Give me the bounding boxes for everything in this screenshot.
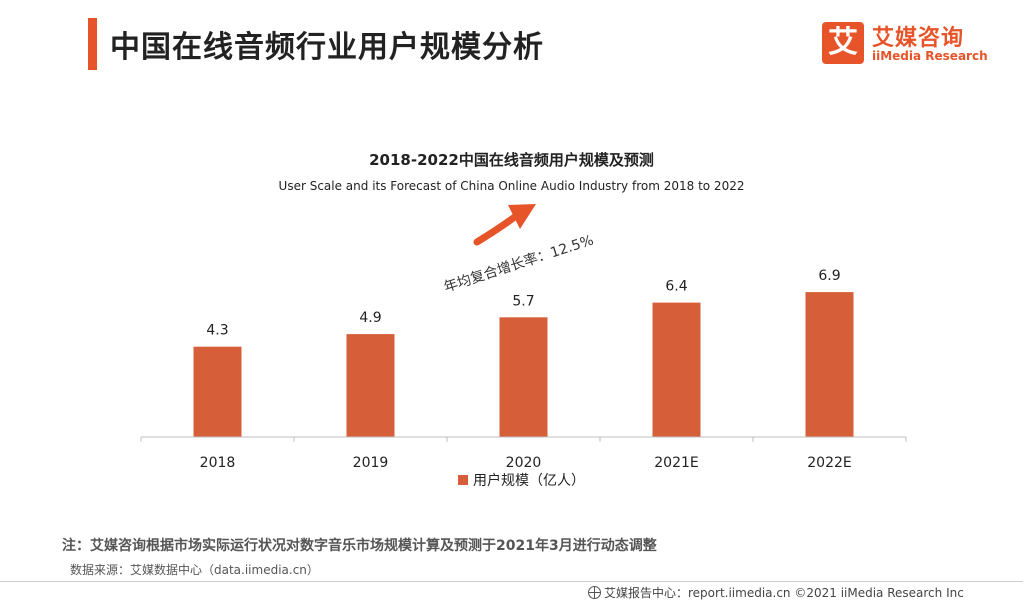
x-tick-label: 2018: [200, 455, 236, 471]
brand-logo: 艾 艾媒咨询 iiMedia Research: [822, 20, 1002, 68]
x-tick-label: 2022E: [807, 455, 851, 471]
data-label: 4.3: [206, 323, 228, 339]
bar-2018: [193, 346, 242, 437]
data-source: 数据来源：艾媒数据中心（data.iimedia.cn）: [70, 563, 319, 577]
title-accent-bar: [88, 18, 97, 70]
page-title: 中国在线音频行业用户规模分析: [110, 30, 544, 65]
bar-2019: [346, 334, 395, 437]
chart-subtitle: User Scale and its Forecast of China Onl…: [278, 179, 745, 193]
data-label: 6.9: [818, 268, 840, 284]
logo-chinese-text: 艾媒咨询: [872, 26, 965, 51]
footer-text: 艾媒报告中心：report.iimedia.cn ©2021 iiMedia R…: [604, 586, 964, 600]
x-tick-label: 2019: [353, 455, 389, 471]
legend-label: 用户规模（亿人）: [473, 472, 585, 489]
bar-2021E: [652, 302, 701, 437]
globe-icon: [588, 586, 601, 599]
chart-title: 2018-2022中国在线音频用户规模及预测: [369, 151, 654, 169]
footer: 艾媒报告中心：report.iimedia.cn ©2021 iiMedia R…: [588, 584, 964, 601]
logo-english-text: iiMedia Research: [872, 49, 988, 63]
legend-swatch: [458, 475, 468, 485]
data-label: 6.4: [665, 279, 687, 295]
logo-mark-icon: 艾: [822, 22, 864, 64]
cagr-annotation: 年均复合增长率：12.5%: [442, 231, 596, 296]
data-label: 5.7: [512, 293, 534, 309]
chart-note: 注：艾媒咨询根据市场实际运行状况对数字音乐市场规模计算及预测于2021年3月进行…: [62, 538, 657, 554]
x-tick-label: 2020: [506, 455, 542, 471]
footer-divider: [0, 581, 1023, 582]
x-tick-label: 2021E: [654, 455, 698, 471]
legend: 用户规模（亿人）: [458, 472, 585, 489]
growth-arrow-icon: [473, 204, 536, 246]
data-label: 4.9: [359, 310, 381, 326]
bar-2020: [499, 317, 548, 437]
bar-2022E: [805, 292, 854, 437]
